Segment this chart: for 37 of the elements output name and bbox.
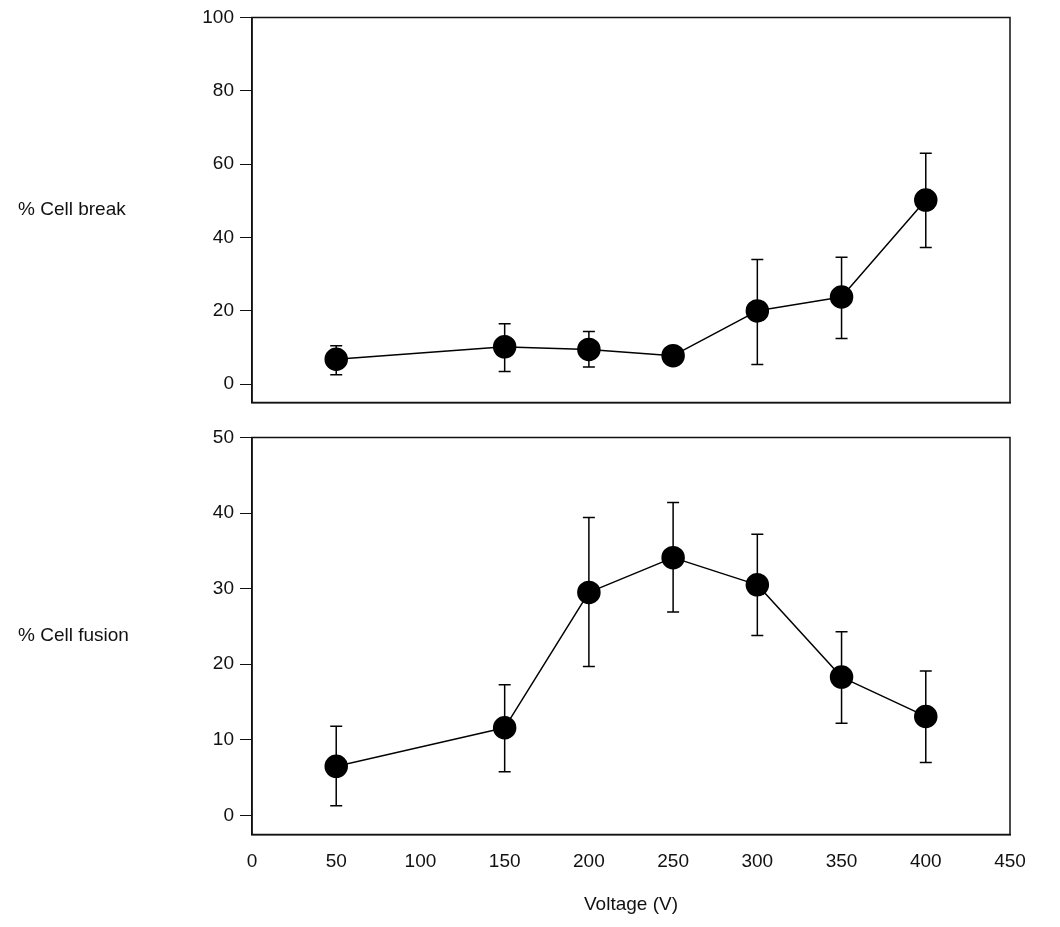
point xyxy=(914,188,938,212)
y-tick-label: 30 xyxy=(212,576,234,598)
y-axis-title: % Cell fusion xyxy=(17,623,130,646)
y-tick-label: 0 xyxy=(223,803,234,825)
y-tick-label: 50 xyxy=(212,425,234,447)
y-tick-label: 40 xyxy=(212,225,234,247)
point xyxy=(914,704,938,729)
point xyxy=(661,545,685,570)
x-axis-title: Voltage (V) xyxy=(584,892,678,914)
y-tick-label: 10 xyxy=(212,728,234,750)
point xyxy=(492,335,517,359)
point xyxy=(492,716,517,740)
y-axis-title: % Cell break xyxy=(17,198,127,220)
y-tick-label: 80 xyxy=(212,79,234,101)
x-tick-label: 100 xyxy=(404,850,437,872)
point xyxy=(829,665,854,689)
y-tick-label: 20 xyxy=(212,652,234,674)
x-tick-label: 50 xyxy=(325,850,347,872)
x-tick-label: 350 xyxy=(825,850,858,872)
x-tick-label: 200 xyxy=(573,850,605,872)
point xyxy=(577,337,601,362)
point xyxy=(745,299,770,323)
x-tick-label: 150 xyxy=(488,850,521,872)
point xyxy=(829,285,854,309)
point xyxy=(577,580,601,605)
x-tick-label: 400 xyxy=(909,850,942,872)
x-tick-label: 250 xyxy=(657,850,689,872)
y-tick-label: 100 xyxy=(202,5,234,27)
point xyxy=(745,573,770,597)
x-tick-label: 0 xyxy=(246,850,258,872)
x-tick-label: 300 xyxy=(741,850,774,872)
y-tick-label: 20 xyxy=(212,299,234,321)
point xyxy=(661,343,685,368)
y-tick-label: 0 xyxy=(223,372,234,394)
y-tick-label: 60 xyxy=(212,152,234,174)
x-tick-label: 450 xyxy=(994,850,1026,872)
y-tick-label: 40 xyxy=(212,501,234,523)
